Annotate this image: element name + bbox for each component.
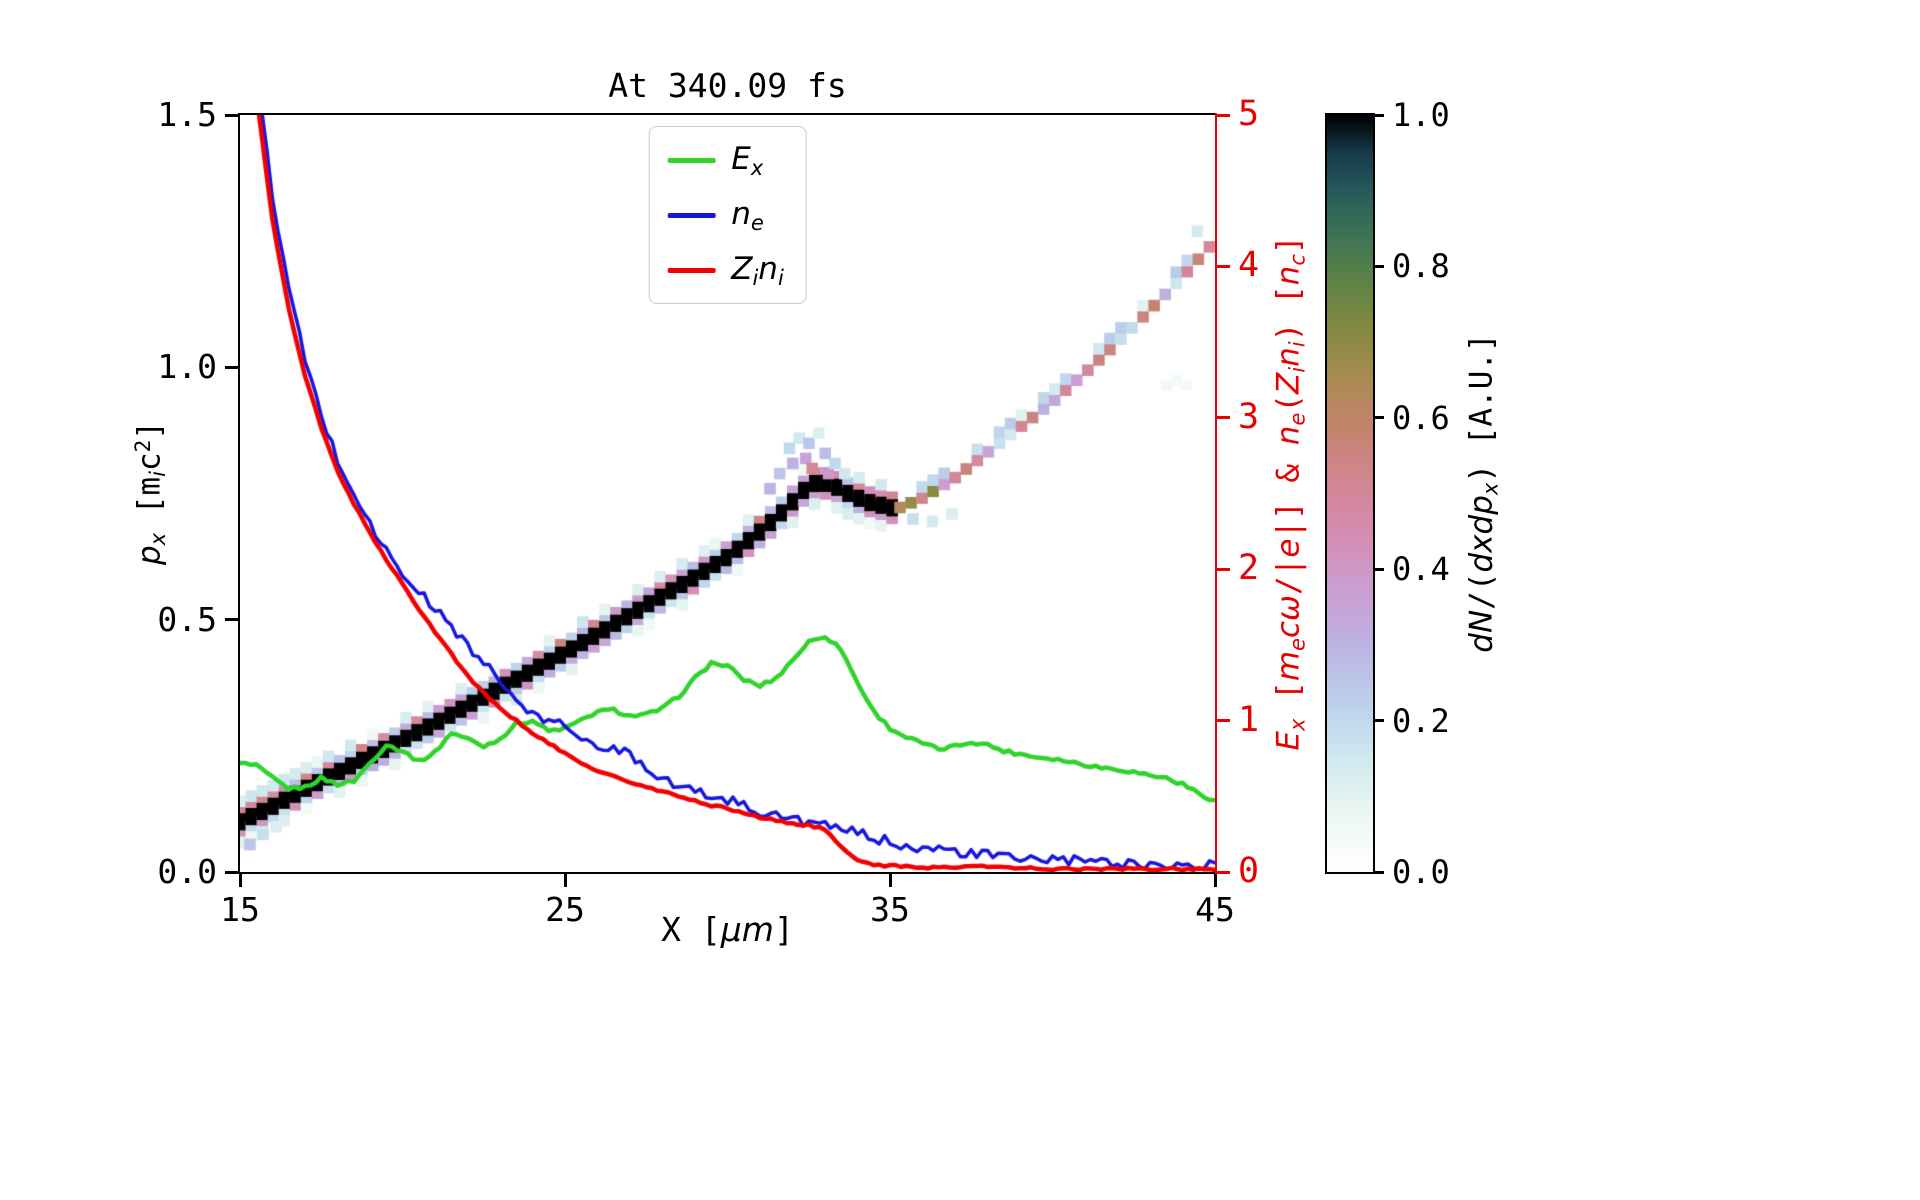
x-tick-label: 45 (1195, 890, 1235, 929)
y-right-tick-mark (1217, 870, 1230, 874)
colorbar-tick-label: 0.2 (1392, 701, 1450, 740)
colorbar-tick-mark (1373, 719, 1384, 723)
y-left-axis-label: px [mic2] (129, 420, 171, 566)
x-tick-label: 15 (220, 890, 260, 929)
legend-item-ne: ne (667, 196, 784, 234)
y-right-tick-label: 5 (1238, 94, 1260, 134)
legend-line-sample-ex (667, 157, 716, 163)
x-tick-mark (888, 874, 892, 887)
x-tick-mark (563, 874, 567, 887)
colorbar-tick-mark (1373, 113, 1384, 117)
y-left-tick-mark (225, 113, 238, 117)
legend-label-zini: Zini (731, 250, 784, 290)
x-tick-label: 25 (545, 890, 585, 929)
colorbar-tick-mark (1373, 264, 1384, 268)
colorbar-tick-mark (1373, 567, 1384, 571)
legend-item-ex: Ex (667, 141, 784, 179)
y-right-tick-mark (1217, 113, 1230, 117)
y-left-tick-mark (225, 365, 238, 369)
legend-label-ne: ne (731, 195, 764, 235)
y-right-tick-mark (1217, 567, 1230, 571)
y-left-tick-label: 0.0 (157, 852, 217, 891)
legend: Ex ne Zini (648, 126, 807, 304)
legend-line-sample-ne (667, 212, 716, 218)
y-right-tick-label: 3 (1238, 396, 1260, 437)
chart-title: At 340.09 fs (608, 66, 847, 105)
y-right-axis-label: Ex [mecω/|e|] & ne(Zini) [nc] (1270, 235, 1310, 751)
x-tick-mark (1213, 874, 1217, 887)
y-left-tick-mark (225, 618, 238, 622)
y-right-tick-label: 0 (1238, 851, 1260, 891)
colorbar-tick-label: 0.0 (1392, 853, 1450, 891)
colorbar-label: dN/(dxdpx) [A.U.] (1463, 333, 1503, 653)
legend-line-sample-zini (667, 267, 716, 273)
legend-item-zini: Zini (667, 251, 784, 289)
x-tick-mark (238, 874, 242, 887)
y-left-tick-label: 1.0 (157, 347, 217, 387)
y-right-tick-mark (1217, 264, 1230, 268)
y-left-tick-mark (225, 870, 238, 874)
colorbar-tick-mark (1373, 416, 1384, 420)
right-axis-spine (1215, 113, 1217, 874)
x-axis-label: X [μm] (661, 910, 794, 949)
y-right-tick-label: 2 (1238, 548, 1260, 589)
colorbar-tick-label: 0.6 (1392, 398, 1450, 437)
legend-label-ex: Ex (731, 140, 764, 180)
y-right-tick-mark (1217, 719, 1230, 723)
plot-area: Ex ne Zini (238, 113, 1217, 874)
y-left-tick-label: 1.5 (157, 95, 217, 134)
colorbar-tick-label: 0.8 (1392, 247, 1450, 286)
y-right-tick-label: 1 (1238, 699, 1260, 740)
y-left-tick-label: 0.5 (157, 599, 217, 639)
colorbar (1325, 113, 1375, 874)
x-tick-label: 35 (870, 890, 910, 929)
colorbar-tick-label: 0.4 (1392, 550, 1450, 589)
colorbar-tick-mark (1373, 870, 1384, 874)
colorbar-tick-label: 1.0 (1392, 96, 1450, 134)
y-right-tick-label: 4 (1238, 245, 1260, 286)
y-right-tick-mark (1217, 416, 1230, 420)
